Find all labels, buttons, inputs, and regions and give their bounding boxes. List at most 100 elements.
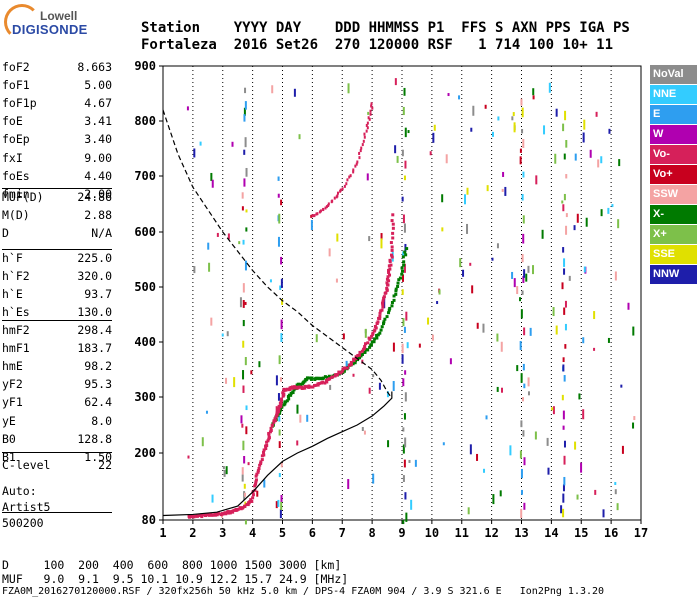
o-trace-point — [367, 336, 371, 340]
x-trace-point — [353, 361, 357, 365]
param-value: 5.00 — [84, 78, 112, 93]
o-trace-point — [228, 510, 232, 514]
echo-column — [242, 370, 245, 380]
f2-upper-trace-point — [349, 174, 352, 178]
echo-column — [401, 289, 404, 295]
echo-noise — [582, 337, 585, 344]
echo-noise — [492, 494, 495, 505]
o-trace-point — [280, 397, 284, 401]
echo-column — [280, 501, 283, 511]
o-trace-point — [324, 378, 328, 382]
param-key: MUF(D) — [2, 190, 44, 204]
echo-noise — [523, 502, 526, 510]
x-tick-label: 6 — [309, 526, 316, 540]
o-trace-point — [331, 375, 335, 379]
x-trace-point — [379, 328, 383, 332]
echo-column — [402, 378, 405, 387]
o-trace-point — [387, 270, 391, 274]
param-value: 3.41 — [84, 114, 112, 129]
echo-column — [404, 492, 407, 500]
o-trace-point — [223, 511, 227, 515]
param-value: 183.7 — [77, 341, 112, 356]
echo-column — [522, 138, 525, 148]
echo-noise — [211, 179, 214, 188]
echo-column — [404, 392, 407, 402]
echo-column — [562, 493, 565, 503]
panel-separator — [2, 512, 112, 513]
x-trace-point — [400, 266, 404, 270]
echo-column — [278, 355, 281, 365]
o-trace-point — [277, 407, 281, 411]
o-trace-point — [378, 317, 382, 321]
echo-noise — [366, 173, 369, 181]
y-tick-label: 500 — [134, 280, 156, 294]
o-trace-point — [387, 264, 391, 268]
y-tick-label: 800 — [134, 114, 156, 128]
o-trace-point — [274, 415, 278, 419]
x-trace-point — [398, 276, 402, 280]
o-trace-point — [373, 328, 377, 332]
echo-noise — [258, 361, 261, 368]
o-trace-point — [269, 428, 273, 432]
param-key: hmE — [2, 359, 23, 374]
echo-noise — [233, 377, 236, 388]
echo-noise — [310, 214, 313, 218]
echo-column — [280, 494, 283, 502]
echo-noise — [414, 459, 417, 467]
o-trace-point — [259, 460, 263, 464]
echo-noise — [632, 422, 635, 429]
echo-noise — [627, 302, 630, 310]
autoscaling-info-3: 500200 — [2, 516, 44, 530]
o-trace-point — [391, 226, 395, 230]
o-trace-point — [290, 386, 294, 390]
echo-noise — [238, 241, 241, 245]
o-trace-point — [217, 512, 221, 516]
echo-noise — [532, 265, 535, 275]
echo-noise — [501, 188, 504, 192]
x-tick-label: 17 — [634, 526, 648, 540]
x-tick-label: 14 — [544, 526, 558, 540]
o-trace-point — [303, 386, 307, 390]
o-trace-point — [311, 385, 315, 389]
o-trace-point — [254, 482, 258, 486]
param-value: 225.0 — [77, 251, 112, 265]
echo-noise — [441, 227, 444, 232]
echo-column — [522, 430, 525, 437]
echo-noise — [244, 301, 247, 305]
x-trace-point — [394, 287, 398, 291]
o-trace-point — [277, 404, 281, 408]
echo-column — [244, 520, 247, 525]
x-trace-point — [366, 348, 370, 352]
x-tick-label: 1 — [159, 526, 166, 540]
echo-column — [278, 415, 281, 422]
echo-noise — [574, 153, 577, 161]
o-trace-point — [213, 513, 217, 517]
o-trace-point — [249, 498, 253, 502]
legend-x-: X- — [650, 205, 697, 224]
echo-column — [562, 484, 565, 492]
echo-noise — [555, 108, 558, 117]
x-trace-point — [387, 311, 391, 315]
x-trace-point — [396, 284, 400, 288]
o-trace-point — [303, 384, 307, 388]
echo-noise — [633, 416, 636, 421]
x-trace-point — [392, 298, 396, 302]
legend-w: W — [650, 125, 697, 144]
o-trace-point — [279, 400, 283, 404]
x-trace-point — [342, 369, 346, 373]
x-trace-point — [400, 269, 404, 273]
echo-column — [522, 397, 525, 402]
f2-upper-trace-point — [356, 160, 359, 164]
echo-column — [519, 450, 522, 459]
echo-noise — [216, 232, 219, 237]
echo-column — [523, 269, 526, 278]
echo-noise — [532, 88, 535, 96]
echo-noise — [329, 384, 332, 390]
echo-noise — [464, 194, 467, 205]
echo-noise — [523, 457, 526, 466]
param-row-mufd: MUF(D) 24.86 — [2, 190, 112, 208]
echo-noise — [271, 85, 274, 94]
echo-noise — [429, 151, 432, 156]
param-row-yf2: yF2 95.3 — [2, 377, 112, 395]
echo-noise — [484, 104, 487, 109]
